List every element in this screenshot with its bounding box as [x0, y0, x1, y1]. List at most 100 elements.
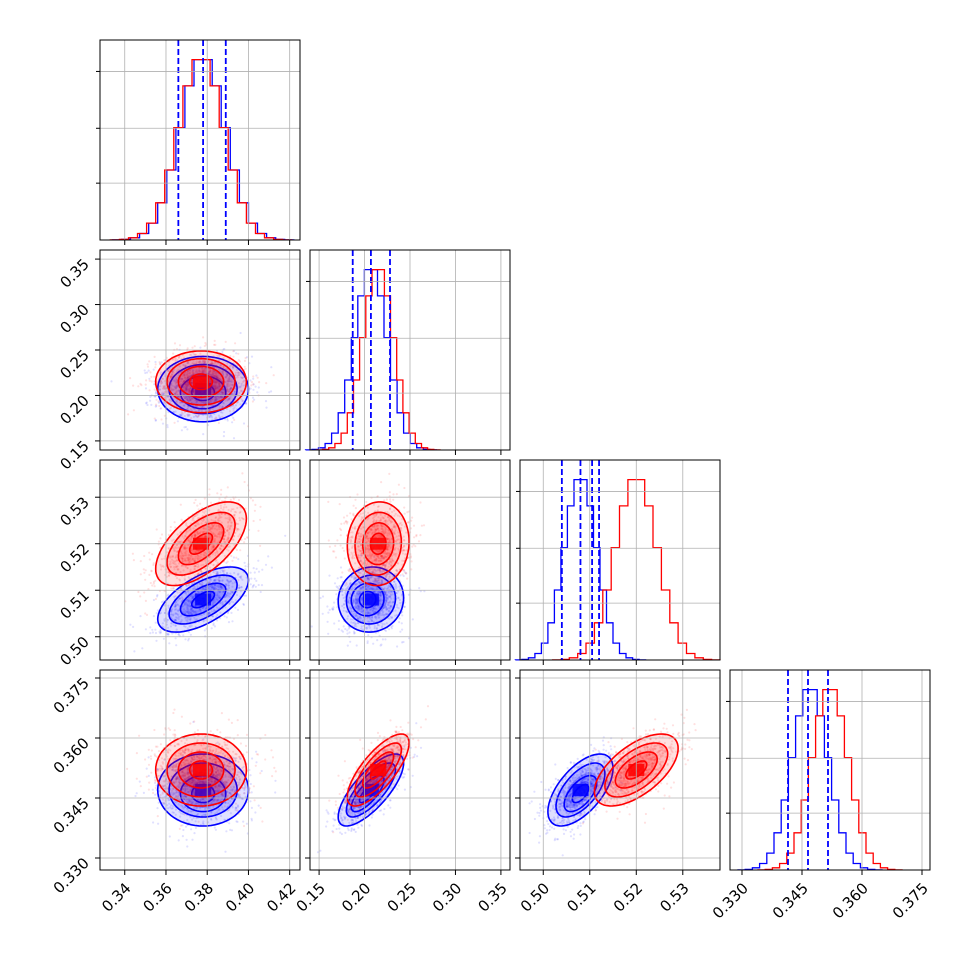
scatter-point	[254, 585, 257, 588]
scatter-point	[184, 610, 187, 613]
scatter-point	[141, 647, 144, 650]
scatter-point	[187, 405, 190, 408]
scatter-point	[167, 457, 169, 459]
scatter-point	[209, 566, 212, 569]
scatter-point	[144, 628, 147, 631]
scatter-point	[186, 408, 189, 411]
scatter-point	[198, 608, 201, 612]
scatter-point	[169, 377, 172, 381]
scatter-point	[227, 594, 230, 597]
scatter-point	[230, 554, 233, 558]
scatter-point	[187, 383, 190, 386]
scatter-point	[219, 363, 222, 366]
scatter-point	[221, 415, 224, 418]
scatter-point	[233, 406, 236, 409]
scatter-point	[162, 387, 165, 390]
scatter-point	[272, 374, 275, 377]
scatter-point	[212, 370, 215, 373]
scatter-point	[218, 580, 221, 583]
scatter-point	[185, 388, 188, 391]
scatter-point	[254, 385, 257, 388]
scatter-point	[163, 385, 166, 388]
scatter-point	[196, 370, 199, 373]
scatter-point	[242, 384, 246, 387]
scatter-point	[183, 411, 186, 414]
scatter-point	[217, 368, 220, 371]
scatter-point	[258, 381, 261, 384]
scatter-point	[185, 386, 188, 389]
scatter-point	[244, 367, 247, 370]
scatter-point	[225, 368, 228, 371]
scatter-point	[184, 425, 188, 429]
scatter-point	[190, 417, 193, 420]
scatter-point	[186, 388, 189, 391]
scatter-point	[184, 387, 187, 390]
scatter-point	[182, 379, 185, 382]
scatter-point	[201, 367, 204, 370]
scatter-point	[217, 533, 220, 536]
scatter-point	[229, 380, 232, 383]
scatter-point	[175, 386, 178, 389]
scatter-point	[163, 396, 166, 399]
scatter-point	[159, 628, 162, 632]
scatter-point	[153, 355, 156, 358]
scatter-point	[239, 386, 242, 389]
scatter-point	[167, 604, 170, 607]
scatter-point	[236, 364, 239, 367]
scatter-point	[260, 584, 264, 587]
scatter-point	[220, 602, 223, 605]
scatter-point	[406, 577, 409, 580]
scatter-point	[202, 401, 205, 404]
scatter-point	[186, 610, 189, 613]
scatter-point	[213, 584, 216, 587]
scatter-point	[204, 401, 207, 404]
scatter-point	[197, 591, 200, 594]
scatter-point	[188, 396, 191, 399]
scatter-point	[190, 597, 193, 601]
scatter-point	[173, 619, 177, 622]
scatter-point	[187, 600, 190, 603]
scatter-point	[152, 368, 155, 371]
scatter-point	[181, 557, 184, 560]
scatter-point	[183, 376, 186, 379]
scatter-point	[237, 382, 240, 385]
scatter-point	[191, 370, 194, 374]
scatter-point	[207, 372, 210, 375]
scatter-point	[201, 371, 204, 374]
scatter-point	[203, 367, 206, 370]
scatter-point	[180, 564, 183, 568]
scatter-point	[213, 400, 216, 403]
scatter-point	[187, 631, 191, 634]
scatter-point	[219, 411, 223, 414]
scatter-point	[188, 387, 191, 390]
scatter-point	[231, 590, 234, 594]
scatter-point	[339, 566, 343, 569]
scatter-point	[159, 537, 162, 540]
scatter-point	[199, 346, 202, 349]
scatter-point	[220, 586, 223, 589]
scatter-point	[180, 414, 183, 417]
scatter-point	[217, 519, 220, 522]
scatter-point	[187, 618, 190, 621]
scatter-point	[238, 587, 241, 590]
scatter-point	[171, 387, 174, 390]
scatter-point	[214, 386, 217, 390]
scatter-point	[153, 388, 156, 391]
scatter-point	[215, 386, 218, 389]
scatter-point	[185, 389, 188, 392]
scatter-point	[235, 401, 239, 404]
scatter-point	[227, 584, 230, 587]
scatter-point	[225, 561, 228, 565]
scatter-point	[192, 369, 195, 372]
scatter-point	[203, 360, 206, 363]
scatter-point	[211, 390, 214, 393]
scatter-point	[189, 608, 193, 611]
scatter-point	[188, 413, 191, 416]
scatter-point	[173, 386, 176, 389]
scatter-point	[201, 369, 204, 372]
scatter-point	[391, 624, 394, 628]
panel-content	[124, 472, 287, 653]
scatter-point	[186, 398, 189, 402]
scatter-point	[151, 553, 154, 556]
scatter-point	[223, 347, 226, 351]
